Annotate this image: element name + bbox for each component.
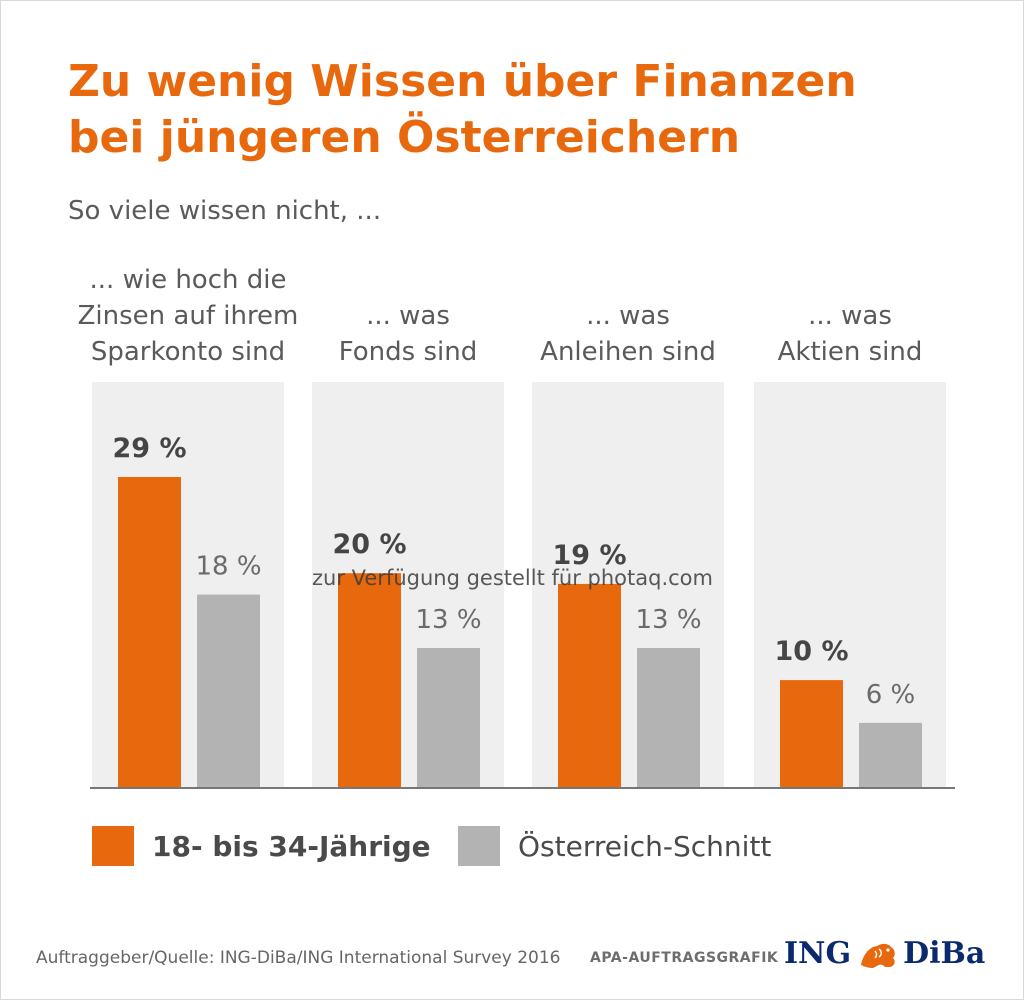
- category-label-anleihen: ... was Anleihen sind: [513, 250, 743, 370]
- category-label-line: ... was: [586, 301, 670, 331]
- category-label-line: Zinsen auf ihrem: [77, 301, 299, 331]
- category-label-line: Anleihen sind: [540, 337, 716, 367]
- data-label-young: 10 %: [774, 636, 848, 667]
- page-title: Zu wenig Wissen über Finanzen bei jünger…: [68, 54, 968, 166]
- legend-item-young: 18- bis 34-Jährige: [92, 826, 431, 866]
- category-label-line: Sparkonto sind: [90, 337, 286, 367]
- bar-young: [118, 477, 181, 787]
- watermark: zur Verfügung gestellt für photaq.com: [312, 566, 713, 590]
- bar-average: [417, 648, 480, 787]
- title-line-2: bei jüngeren Österreichern: [68, 112, 741, 163]
- ing-diba-logo: ING DiBa: [784, 936, 985, 971]
- data-label-young: 20 %: [332, 529, 406, 560]
- legend-swatch-gray: [458, 826, 500, 866]
- chart-subtitle: So viele wissen nicht, ...: [68, 196, 382, 226]
- bar-young: [338, 573, 401, 787]
- lion-icon: [861, 943, 895, 968]
- category-label-line: ... was: [366, 301, 450, 331]
- bar-average: [197, 594, 260, 787]
- category-label-sparkonto: ... wie hoch die Zinsen auf ihrem Sparko…: [73, 250, 303, 370]
- data-label-average: 13 %: [635, 605, 701, 635]
- category-label-line: Aktien sind: [777, 337, 923, 367]
- legend-item-average: Österreich-Schnitt: [458, 826, 771, 866]
- credit-note: APA-AUFTRAGSGRAFIK: [590, 950, 779, 966]
- source-note: Auftraggeber/Quelle: ING-DiBa/ING Intern…: [36, 948, 561, 968]
- data-label-average: 13 %: [415, 605, 481, 635]
- title-line-1: Zu wenig Wissen über Finanzen: [68, 56, 857, 107]
- legend-label-average: Österreich-Schnitt: [518, 829, 772, 863]
- bar-average: [637, 648, 700, 787]
- logo-text-diba: DiBa: [903, 936, 986, 971]
- data-label-average: 18 %: [195, 552, 261, 582]
- category-label-fonds: ... was Fonds sind: [293, 250, 523, 370]
- data-label-young: 29 %: [112, 433, 186, 464]
- data-label-average: 6 %: [866, 680, 916, 710]
- legend-swatch-orange: [92, 826, 134, 866]
- category-label-line: ... was: [808, 301, 892, 331]
- bar-young: [558, 583, 621, 787]
- category-label-aktien: ... was Aktien sind: [735, 250, 965, 370]
- category-label-line: ... wie hoch die: [89, 265, 287, 295]
- logo-text-ing: ING: [784, 936, 852, 971]
- bar-young: [780, 680, 843, 787]
- bar-average: [859, 722, 922, 787]
- category-label-line: Fonds sind: [338, 337, 478, 367]
- data-label-young: 19 %: [552, 540, 626, 571]
- legend-label-young: 18- bis 34-Jährige: [152, 829, 431, 863]
